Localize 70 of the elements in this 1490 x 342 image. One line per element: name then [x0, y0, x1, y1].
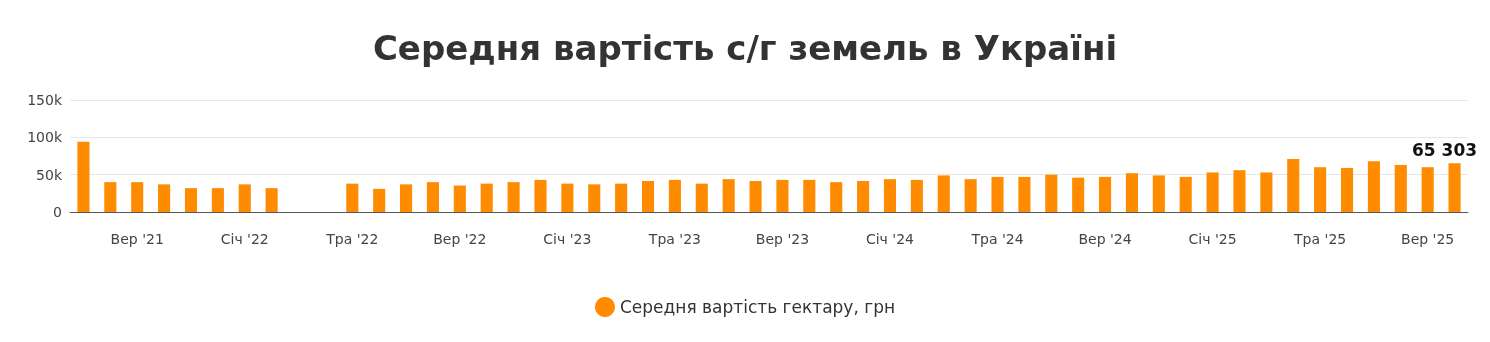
bar — [937, 175, 950, 212]
bar — [184, 188, 198, 212]
x-tick-label: Вер '23 — [755, 231, 810, 247]
bar — [588, 184, 601, 212]
bar — [776, 179, 789, 212]
bar — [1421, 167, 1434, 212]
bar — [1394, 164, 1407, 212]
bar — [803, 179, 816, 212]
bar — [695, 183, 708, 212]
bar — [346, 183, 359, 212]
bar — [104, 182, 117, 212]
bar — [1233, 170, 1246, 212]
y-tick-label: 150k — [27, 92, 63, 108]
bar — [830, 182, 843, 212]
bar — [615, 183, 628, 212]
x-tick-label: Тра '23 — [647, 231, 701, 247]
bar — [1260, 172, 1273, 212]
bar — [1287, 158, 1300, 212]
bar — [1045, 174, 1058, 212]
bar — [1179, 176, 1192, 212]
x-tick-label: Тра '25 — [1293, 231, 1347, 247]
bar — [480, 183, 493, 212]
x-tick-label: Тра '24 — [970, 231, 1024, 247]
bar — [964, 179, 977, 212]
bar — [1018, 176, 1031, 212]
bar — [238, 184, 251, 212]
x-tick-label: Вер '22 — [433, 231, 487, 247]
bar — [722, 179, 735, 212]
x-tick-label: Вер '21 — [110, 231, 164, 247]
bar — [1125, 173, 1138, 212]
legend-label: Середня вартість гектару, грн — [619, 297, 896, 317]
bar — [77, 141, 90, 212]
x-tick-label: Вер '24 — [1078, 231, 1132, 247]
bar — [453, 185, 466, 212]
bar — [426, 182, 439, 212]
bar — [641, 181, 655, 212]
data-label: 65 303 — [1412, 139, 1478, 160]
bar — [1314, 167, 1327, 212]
bar — [883, 179, 897, 212]
y-tick-label: 100k — [27, 129, 63, 146]
bar — [991, 176, 1004, 212]
bar — [211, 188, 224, 212]
bar — [1340, 167, 1354, 212]
bar — [857, 181, 870, 212]
bar — [1099, 176, 1112, 212]
x-tick-label: Січ '23 — [543, 231, 592, 247]
bar — [507, 182, 520, 212]
bar — [158, 184, 171, 212]
bar — [1072, 177, 1085, 212]
bar — [534, 179, 547, 212]
chart-title: Середня вартість с/г земель в Україні — [372, 28, 1118, 68]
y-tick-label: 50k — [36, 166, 63, 183]
bar — [1206, 172, 1219, 212]
bar — [910, 179, 923, 212]
y-tick-label: 0 — [53, 204, 62, 220]
x-tick-label: Січ '22 — [220, 231, 269, 247]
bar — [561, 183, 574, 212]
bar — [373, 188, 386, 212]
bar — [400, 184, 413, 212]
bar — [1152, 175, 1165, 212]
x-tick-label: Вер '25 — [1401, 231, 1455, 247]
x-tick-label: Січ '24 — [865, 231, 915, 247]
bar — [265, 188, 278, 212]
bar — [749, 181, 762, 212]
bar — [668, 179, 681, 212]
bar — [1367, 161, 1380, 212]
bar — [131, 182, 144, 212]
x-tick-label: Тра '22 — [325, 231, 379, 247]
x-tick-label: Січ '25 — [1188, 231, 1237, 247]
bar — [1448, 163, 1461, 212]
